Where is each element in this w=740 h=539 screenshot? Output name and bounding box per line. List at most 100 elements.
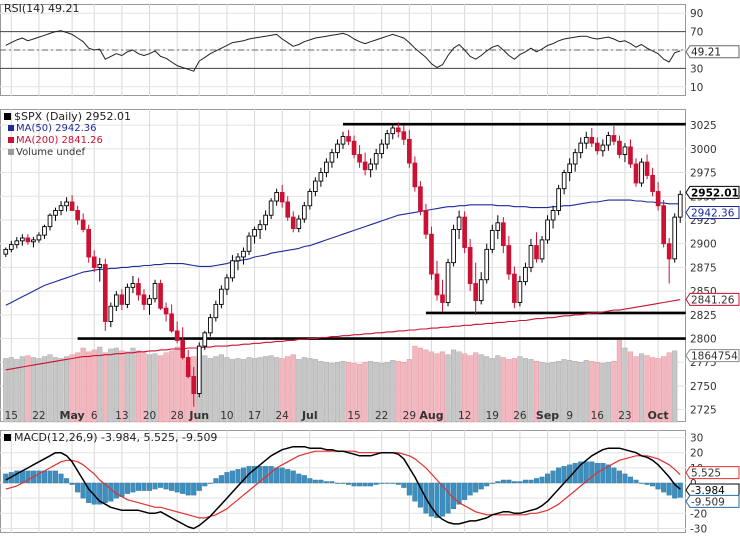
volume-bar — [550, 361, 556, 423]
candle-up — [445, 262, 451, 303]
x-tick-label: 15 — [347, 410, 360, 422]
macd-histogram-bar — [500, 479, 506, 484]
macd-histogram-bar — [196, 482, 202, 491]
candle-down — [412, 162, 418, 188]
volume-bar — [478, 354, 484, 423]
volume-bar — [75, 352, 81, 423]
candle-down — [506, 245, 512, 275]
macd-title-text: MACD(12,26,9) -3.984, 5.525, -9.509 — [14, 431, 217, 444]
macd-histogram-bar — [406, 482, 412, 496]
candle-down — [86, 229, 92, 258]
macd-histogram-bar — [556, 467, 562, 484]
volume-bar — [605, 361, 611, 423]
volume-bar — [340, 361, 346, 423]
candle-down — [285, 201, 291, 218]
volume-bar — [395, 361, 401, 423]
volume-bar — [561, 359, 567, 423]
candle-up — [36, 234, 42, 241]
candle-down — [423, 210, 429, 235]
macd-histogram-bar — [312, 479, 318, 484]
x-tick-label: 16 — [591, 410, 605, 422]
candle-down — [644, 161, 650, 176]
volume-bar — [268, 355, 274, 423]
macd-hist-tag: -9.509 — [685, 494, 740, 508]
macd-histogram-bar — [373, 482, 379, 485]
candle-up — [3, 248, 9, 255]
candle-up — [64, 201, 69, 207]
volume-bar — [533, 361, 540, 423]
macd-histogram-bar — [47, 470, 53, 484]
candle-down — [462, 216, 467, 248]
candle-down — [80, 219, 86, 230]
volume-bar — [19, 356, 25, 423]
volume-bar — [213, 356, 219, 423]
candle-up — [230, 260, 235, 279]
volume-bar — [246, 357, 252, 423]
volume-bar — [263, 356, 269, 423]
volume-bar — [124, 351, 130, 423]
volume-bar — [357, 363, 363, 423]
macd-histogram-bar — [130, 482, 136, 493]
macd-histogram-bar — [495, 481, 501, 484]
volume-bar — [467, 355, 473, 423]
candle-down — [362, 161, 368, 171]
macd-histogram-bar — [113, 482, 119, 499]
volume-bar — [301, 357, 307, 423]
macd-histogram-bar — [268, 466, 274, 484]
candle-down — [617, 140, 622, 155]
candle-down — [185, 357, 191, 377]
candle-up — [550, 210, 556, 221]
x-tick-label: 12 — [458, 410, 471, 422]
macd-histogram-bar — [600, 463, 606, 484]
candle-down — [655, 191, 661, 207]
macd-histogram-bar — [14, 470, 20, 484]
candle-up — [274, 192, 279, 202]
volume-bar — [113, 347, 119, 423]
x-tick-label: Aug — [419, 409, 443, 422]
volume-bar — [379, 362, 385, 423]
macd-histogram-bar — [639, 482, 645, 484]
candle-up — [224, 277, 230, 290]
ma50-value-tag-text: 2942.36 — [691, 208, 735, 220]
macd-histogram-bar — [456, 482, 462, 505]
candle-up — [97, 264, 103, 268]
candle-up — [307, 191, 313, 207]
candle-up — [390, 127, 396, 135]
candle-down — [346, 136, 351, 142]
macd-histogram-bar — [108, 482, 114, 502]
macd-histogram-bar — [550, 470, 556, 484]
ma200-value-tag-text: 2841.26 — [691, 294, 735, 306]
volume-bar — [169, 350, 175, 423]
macd-histogram-bar — [169, 482, 175, 491]
macd-histogram-bar — [135, 482, 141, 491]
macd-histogram-bar — [522, 479, 528, 484]
volume-bar — [528, 359, 534, 423]
candle-up — [606, 135, 611, 146]
macd-histogram-bar — [439, 482, 446, 517]
macd-histogram-bar — [462, 482, 468, 500]
macd-histogram-bar — [52, 470, 59, 484]
macd-title-marker — [4, 434, 11, 441]
x-tick-label: 20 — [143, 410, 156, 422]
candle-down — [611, 135, 617, 142]
x-tick-label: 26 — [513, 410, 527, 422]
macd-histogram-bar — [434, 482, 440, 519]
macd-histogram-bar — [323, 481, 329, 484]
volume-bar — [41, 356, 48, 423]
candle-up — [114, 294, 119, 307]
candle-down — [141, 294, 147, 305]
price-tick-label: 2975 — [690, 168, 717, 180]
candle-down — [401, 131, 407, 140]
volume-bar — [633, 356, 639, 423]
volume-bar — [489, 358, 495, 423]
volume-bar — [141, 352, 147, 423]
volume-bar — [655, 358, 661, 423]
macd-histogram-bar — [545, 473, 551, 484]
candle-down — [650, 174, 655, 192]
candle-up — [14, 240, 20, 246]
volume-bar — [130, 347, 136, 423]
volume-bar — [462, 353, 468, 423]
macd-histogram-bar — [672, 482, 678, 499]
